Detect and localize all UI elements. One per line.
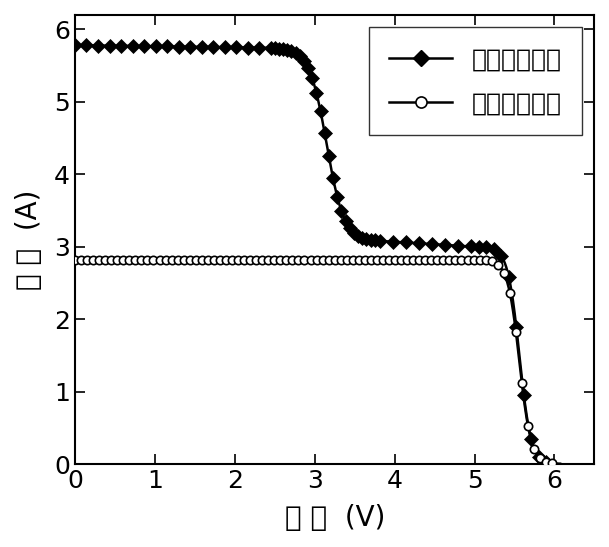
Legend: 有旁路二极管, 无旁路二极管: 有旁路二极管, 无旁路二极管 xyxy=(369,27,582,136)
X-axis label: 电 压  (V): 电 压 (V) xyxy=(284,504,385,532)
Y-axis label: 电 流  (A): 电 流 (A) xyxy=(15,189,43,290)
